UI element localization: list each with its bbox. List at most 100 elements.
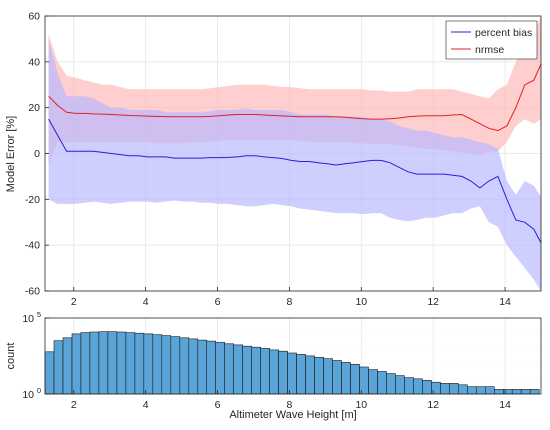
- histogram-bar-29: [305, 355, 315, 395]
- histogram-bar-16: [188, 338, 199, 395]
- histogram-bar-24: [260, 348, 271, 395]
- legend-box: [445, 20, 538, 60]
- histogram-bar-42: [422, 379, 432, 395]
- histogram-bar-14: [170, 336, 181, 395]
- histogram-bar-47: [466, 386, 477, 395]
- error-lines: [48, 63, 542, 244]
- histogram-bar-52: [511, 389, 522, 395]
- histogram-bar-41: [413, 378, 423, 395]
- histogram-bar-3: [71, 333, 82, 395]
- histogram-bar-34: [350, 363, 360, 395]
- histogram-x-tick-label-6: 14: [499, 399, 511, 411]
- histogram-bar-2: [62, 337, 73, 395]
- histogram-bar-9: [125, 332, 136, 395]
- histogram-bar-7: [107, 331, 118, 395]
- error-bands: [48, 16, 541, 292]
- histogram-bar-50: [493, 389, 504, 395]
- error-y-tick-label-0: -60: [25, 286, 40, 298]
- histogram-bar-36: [368, 369, 378, 395]
- histogram-bar-25: [269, 349, 279, 395]
- error-y-tick-label-5: 40: [28, 56, 40, 68]
- error-x-tick-label-1: 4: [143, 296, 149, 308]
- histogram-bar-22: [242, 345, 252, 395]
- error-x-tick-label-3: 8: [286, 296, 292, 308]
- histogram-y-tick-exponent-0: 0: [37, 386, 41, 395]
- histogram-bar-4: [80, 332, 91, 395]
- error-chart: -60 -40 -20 0 20 40 60 2 4 6 8 10 12 14 Model Error …: [5, 11, 542, 308]
- histogram-y-tick-exponent-1: 5: [37, 310, 41, 319]
- histogram-bar-48: [475, 386, 486, 395]
- count-histogram: 10 010 5 2 4 6 8 10 12 14 count Altimeter Wave H…: [5, 310, 542, 421]
- histogram-bar-35: [359, 366, 369, 395]
- error-y-tick-label-6: 60: [28, 11, 40, 23]
- error-y-tick-label-4: 20: [28, 102, 40, 114]
- histogram-bar-5: [89, 331, 100, 395]
- histogram-bar-23: [251, 346, 261, 395]
- histogram-bar-12: [152, 334, 163, 395]
- histogram-bar-51: [502, 389, 513, 395]
- error-x-tick-label-2: 6: [215, 296, 221, 308]
- histogram-bars: [44, 331, 540, 395]
- histogram-x-tick-label-0: 2: [71, 399, 77, 411]
- error-y-ticks: -60 -40 -20 0 20 40 60: [25, 11, 49, 298]
- histogram-bar-44: [440, 383, 450, 395]
- histogram-bar-1: [53, 340, 64, 395]
- histogram-y-axis-label: count: [5, 343, 17, 370]
- legend-label-nrmse: nrmse: [475, 44, 504, 56]
- error-y-tick-label-1: -40: [25, 240, 40, 252]
- error-y-tick-label-2: -20: [25, 194, 40, 206]
- histogram-bar-26: [278, 350, 288, 395]
- histogram-bar-8: [116, 331, 127, 395]
- histogram-bar-10: [134, 332, 145, 395]
- histogram-bar-49: [484, 386, 495, 395]
- histogram-bar-20: [224, 343, 234, 395]
- histogram-x-ticks: 2 4 6 8 10 12 14: [71, 390, 511, 411]
- histogram-y-tick-label-1: 10: [22, 313, 34, 325]
- histogram-bar-13: [161, 335, 172, 395]
- histogram-bar-11: [143, 333, 154, 395]
- histogram-bar-32: [332, 360, 342, 395]
- error-x-tick-label-5: 12: [427, 296, 439, 308]
- legend-label-percent-bias: percent bias: [475, 27, 532, 39]
- histogram-bar-38: [386, 373, 396, 395]
- histogram-bar-30: [314, 356, 324, 395]
- histogram-bar-54: [529, 389, 540, 395]
- histogram-bar-0: [44, 351, 55, 395]
- histogram-x-tick-label-2: 6: [215, 399, 221, 411]
- histogram-bar-31: [323, 358, 333, 395]
- histogram-y-ticks: 10 010 5: [22, 310, 49, 401]
- histogram-plot-frame: [44, 317, 542, 395]
- histogram-bar-45: [448, 383, 459, 395]
- error-y-tick-label-3: 0: [34, 148, 40, 160]
- line-nrmse: [48, 63, 542, 132]
- histogram-bar-53: [520, 389, 531, 395]
- line-percent-bias: [48, 118, 542, 244]
- histogram-bar-28: [296, 354, 306, 395]
- histogram-bar-21: [233, 344, 243, 395]
- histogram-bar-18: [206, 340, 216, 395]
- error-x-ticks: 2 4 6 8 10 12 14: [71, 287, 511, 308]
- histogram-x-tick-label-5: 12: [427, 399, 439, 411]
- histogram-bar-37: [377, 371, 387, 395]
- histogram-x-tick-label-4: 10: [355, 399, 367, 411]
- histogram-bar-39: [395, 375, 405, 395]
- histogram-bar-19: [215, 342, 225, 395]
- histogram-x-tick-label-3: 8: [286, 399, 292, 411]
- error-x-tick-label-6: 14: [499, 296, 511, 308]
- band-percent-bias: [48, 38, 541, 292]
- histogram-bar-40: [404, 377, 414, 395]
- error-y-axis-label: Model Error [%]: [5, 116, 17, 192]
- histogram-y-tick-label-0: 10: [22, 389, 34, 401]
- error-x-tick-label-4: 10: [355, 296, 367, 308]
- histogram-x-axis-label: Altimeter Wave Height [m]: [229, 409, 356, 421]
- histogram-bar-46: [457, 384, 468, 395]
- histogram-bar-15: [179, 337, 190, 395]
- error-x-tick-label-0: 2: [71, 296, 77, 308]
- histogram-bar-43: [431, 381, 441, 395]
- histogram-bar-27: [287, 352, 297, 395]
- histogram-bar-17: [197, 339, 208, 395]
- legend: percent bias nrmse: [445, 20, 538, 60]
- histogram-bar-6: [98, 331, 109, 395]
- histogram-bar-33: [341, 362, 351, 395]
